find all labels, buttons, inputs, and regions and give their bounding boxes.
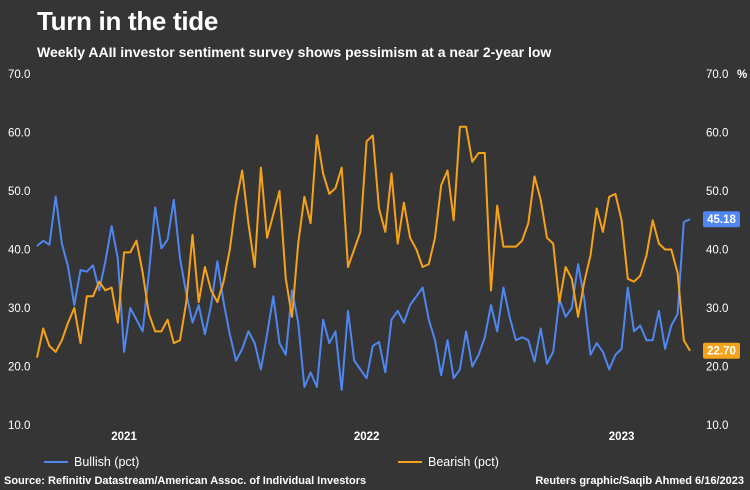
y-tick-right: 50.0 [706, 186, 728, 198]
chart-subtitle: Weekly AAII investor sentiment survey sh… [37, 44, 552, 60]
y-tick-left: 20.0 [8, 362, 30, 374]
y-unit-label: % [737, 69, 747, 81]
credit-note: Reuters graphic/Saqib Ahmed 6/16/2023 [535, 475, 744, 487]
x-tick-label: 2022 [354, 431, 380, 443]
y-tick-left: 30.0 [8, 303, 30, 315]
y-tick-right: 30.0 [706, 303, 728, 315]
y-tick-right: 60.0 [706, 128, 728, 140]
y-axis-left: 10.0 20.0 30.0 40.0 50.0 60.0 70.0 [8, 69, 30, 432]
legend-label-bearish: Bearish (pct) [428, 455, 499, 469]
end-label-box-bearish [703, 342, 740, 359]
y-axis-right: 10.0 20.0 30.0 40.0 50.0 60.0 70.0 [706, 69, 728, 432]
y-tick-right: 70.0 [706, 69, 728, 81]
end-label-bearish: 22.70 [707, 346, 736, 358]
y-tick-left: 40.0 [8, 245, 30, 257]
y-tick-left: 10.0 [8, 420, 30, 432]
legend-label-bullish: Bullish (pct) [74, 455, 139, 469]
x-tick-label: 2023 [609, 431, 635, 443]
legend: Bullish (pct) Bearish (pct) [44, 455, 499, 469]
chart-title: Turn in the tide [37, 6, 219, 36]
end-labels: 45.18 22.70 [703, 211, 740, 359]
end-label-box-bullish [703, 211, 740, 228]
y-tick-left: 60.0 [8, 128, 30, 140]
y-tick-right: 10.0 [706, 420, 728, 432]
x-axis: 2021 2022 2023 [111, 431, 634, 443]
x-tick-label: 2021 [111, 431, 137, 443]
source-note: Source: Refinitiv Datastream/American As… [4, 475, 367, 487]
series-group [36, 125, 691, 391]
series-line-bullish [36, 195, 691, 391]
y-tick-left: 50.0 [8, 186, 30, 198]
end-label-bullish: 45.18 [707, 214, 736, 226]
y-tick-right: 40.0 [706, 245, 728, 257]
series-line-bearish [36, 125, 691, 358]
y-tick-right: 20.0 [706, 362, 728, 374]
y-tick-left: 70.0 [8, 69, 30, 81]
